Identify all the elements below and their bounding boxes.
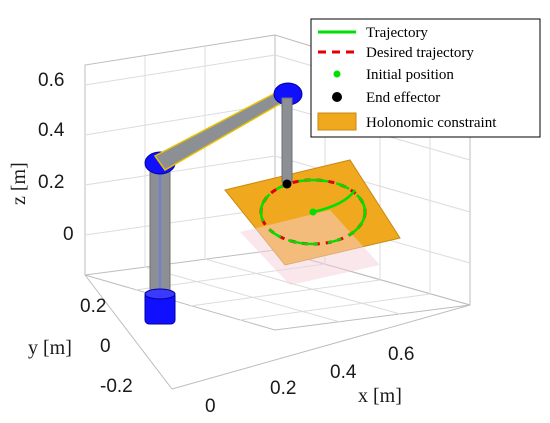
z-axis-label: z [m] bbox=[8, 162, 30, 205]
trajectory bbox=[259, 178, 367, 246]
y-axis-label: y [m] bbox=[28, 337, 72, 359]
z-tick-label: 0.2 bbox=[38, 172, 64, 193]
constraint-shadow bbox=[240, 210, 380, 285]
robot-arm bbox=[144, 82, 303, 325]
legend-label-constraint: Holonomic constraint bbox=[366, 115, 497, 131]
x-tick-label: 0.2 bbox=[270, 378, 296, 399]
x-tick-label: 0.6 bbox=[388, 344, 414, 365]
y-tick-label: 0 bbox=[100, 336, 111, 357]
z-tick-label: 0.6 bbox=[38, 70, 64, 91]
legend-swatch-end-effector bbox=[332, 92, 342, 102]
x-tick-label: 0.4 bbox=[330, 362, 357, 383]
legend: Trajectory Desired trajectory Initial po… bbox=[310, 18, 541, 138]
z-tick-label: 0.4 bbox=[38, 120, 65, 141]
legend-swatch-initial bbox=[333, 70, 341, 78]
legend-label-trajectory: Trajectory bbox=[366, 25, 428, 41]
z-tick-label: 0 bbox=[63, 224, 74, 245]
legend-label-initial: Initial position bbox=[366, 67, 454, 83]
upper-link bbox=[153, 86, 291, 171]
initial-position bbox=[309, 208, 317, 216]
legend-label-end-effector: End effector bbox=[366, 90, 440, 106]
z-ticks: 0.6 0.4 0.2 0 bbox=[38, 70, 74, 245]
y-tick-label: 0.2 bbox=[80, 296, 106, 317]
x-tick-label: 0 bbox=[205, 396, 216, 417]
trajectory-start-segment bbox=[312, 189, 357, 214]
x-axis-label: x [m] bbox=[358, 385, 402, 407]
forearm-link bbox=[281, 97, 293, 183]
legend-swatch-constraint bbox=[317, 112, 357, 131]
legend-label-desired: Desired trajectory bbox=[366, 45, 474, 61]
x-ticks: 0 0.2 0.4 0.6 bbox=[205, 344, 414, 417]
end-effector bbox=[282, 179, 292, 189]
y-tick-label: -0.2 bbox=[100, 376, 133, 397]
y-ticks: 0.2 0 -0.2 bbox=[80, 296, 133, 397]
